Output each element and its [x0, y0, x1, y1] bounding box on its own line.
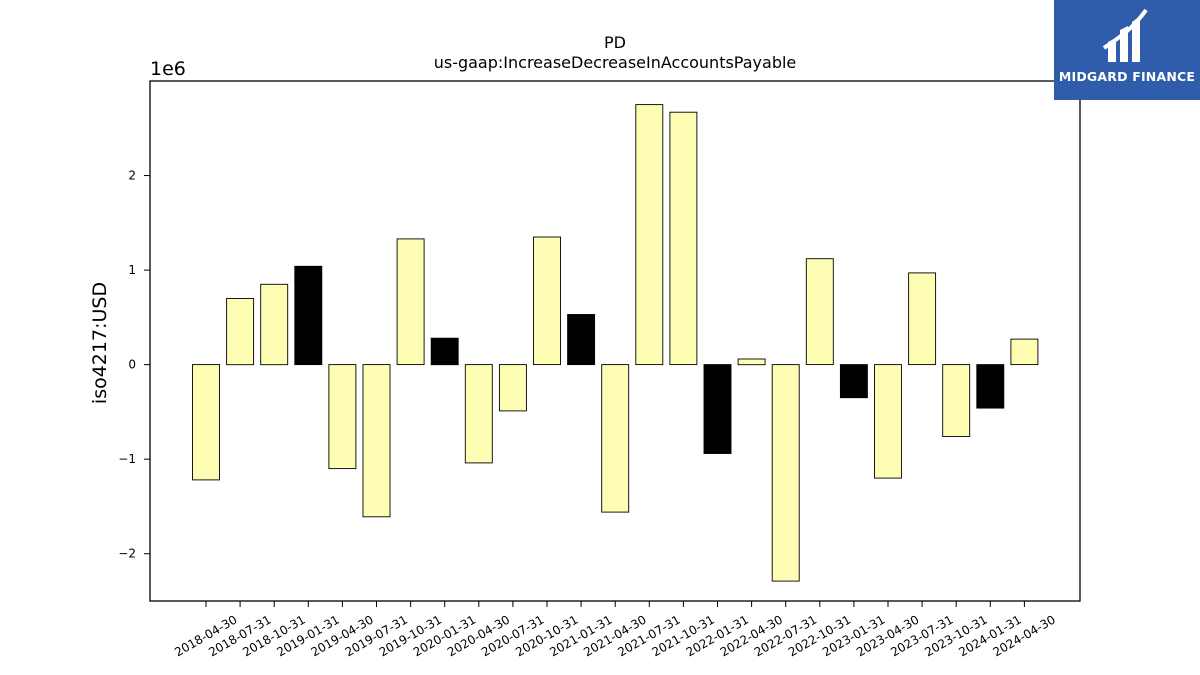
- bar-2018-04-30: [192, 364, 220, 481]
- bar-2020-10-31: [533, 236, 561, 366]
- bar-2022-07-31: [771, 364, 800, 582]
- bar-2023-01-31: [839, 364, 868, 399]
- plot-frame: [149, 80, 1081, 602]
- bar-2023-07-31: [908, 272, 937, 366]
- x-ticks-group: 2018-04-302018-07-312018-10-312019-01-31…: [172, 601, 1058, 659]
- y-tick-label: −2: [118, 547, 136, 561]
- bar-2024-04-30: [1010, 338, 1039, 366]
- bar-2019-04-30: [328, 364, 357, 470]
- brand-logo: MIDGARD FINANCE: [1054, 0, 1200, 100]
- bar-2022-04-30: [737, 358, 766, 366]
- y-tick-label: −1: [118, 452, 136, 466]
- bar-2018-07-31: [226, 298, 255, 366]
- y-tick-label: 2: [128, 169, 136, 183]
- y-ticks-group: −2 −1 0 1 2: [118, 169, 150, 561]
- bar-2024-01-31: [976, 364, 1005, 409]
- y-tick-label: 0: [128, 358, 136, 372]
- chart-subtitle: us-gaap:IncreaseDecreaseInAccountsPayabl…: [434, 53, 797, 72]
- logo-text: MIDGARD FINANCE: [1058, 69, 1196, 84]
- bar-2023-04-30: [874, 364, 902, 479]
- bar-2019-01-31: [294, 265, 323, 366]
- chart-title: PD: [604, 33, 626, 52]
- bar-2019-07-31: [362, 364, 391, 518]
- bar-2020-07-31: [498, 364, 527, 412]
- bar-2023-10-31: [942, 364, 971, 437]
- bar-2021-01-31: [567, 314, 596, 366]
- y-tick-label: 1: [128, 263, 136, 277]
- bar-2018-10-31: [260, 283, 289, 366]
- bars-group: [192, 104, 1039, 582]
- bar-2022-10-31: [805, 258, 834, 366]
- bar-2022-01-31: [703, 364, 732, 454]
- bar-2020-04-30: [464, 364, 493, 464]
- bar-2020-01-31: [430, 337, 459, 366]
- y-scale-label: 1e6: [150, 58, 186, 80]
- bar-2021-10-31: [669, 111, 698, 366]
- logo-mark-icon: [1102, 8, 1148, 62]
- bar-2021-04-30: [601, 364, 630, 513]
- bar-2021-07-31: [635, 104, 664, 366]
- bar-2019-10-31: [396, 238, 425, 366]
- y-axis-label: iso4217:USD: [89, 282, 111, 404]
